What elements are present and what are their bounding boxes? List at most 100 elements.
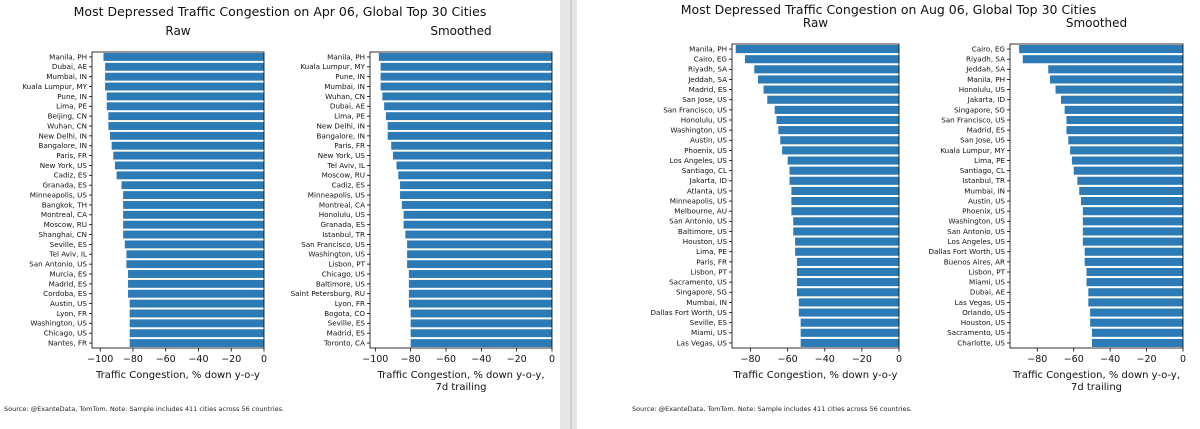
category-label: Toronto, CA: [323, 338, 365, 347]
bar: [796, 267, 899, 277]
bar: [796, 257, 899, 266]
x-tick-label: −80: [1027, 354, 1047, 365]
category-label: Granada, ES: [320, 220, 365, 229]
category-label: Austin, US: [968, 196, 1005, 205]
bar: [126, 260, 265, 269]
bar: [1082, 237, 1183, 246]
bar: [378, 52, 552, 61]
bar: [116, 171, 264, 180]
bar: [105, 72, 264, 81]
category-label: Madrid, ES: [49, 279, 88, 288]
category-label: Istanbul, TR: [322, 230, 365, 239]
bar: [793, 217, 899, 226]
category-label: Bangalore, IN: [316, 131, 365, 140]
bar: [795, 237, 899, 246]
category-label: Santiago, CL: [960, 166, 1005, 175]
x-tick-label: 0: [1180, 354, 1186, 365]
category-label: Lyon, FR: [57, 309, 87, 318]
x-tick-label: −40: [471, 354, 491, 365]
x-tick-label: −100: [87, 354, 113, 365]
bar: [408, 299, 552, 308]
x-axis-label: Traffic Congestion, % down y-o-y,: [376, 370, 544, 381]
category-label: Istanbul, TR: [962, 176, 1005, 185]
bar: [1088, 298, 1183, 307]
bar: [410, 309, 552, 318]
category-label: Seville, ES: [328, 319, 366, 328]
screenshot-divider: [560, 0, 577, 429]
x-tick-label: −40: [1100, 354, 1120, 365]
category-label: Mumbai, IN: [324, 82, 365, 91]
bar: [410, 319, 552, 328]
category-label: Las Vegas, US: [955, 298, 1006, 307]
bar: [129, 299, 264, 308]
category-label: Lima, PE: [696, 247, 727, 256]
bar: [791, 197, 899, 206]
bar: [1079, 186, 1183, 195]
category-label: Shanghai, CN: [38, 230, 87, 239]
bar: [1073, 166, 1183, 175]
bar: [735, 45, 899, 54]
category-label: Charlotte, US: [957, 338, 1005, 347]
category-label: Kuala Lumpur, MY: [300, 62, 365, 71]
bar: [1086, 267, 1183, 277]
category-label: Wuhan, CN: [47, 121, 87, 130]
category-label: Sacramento, US: [947, 328, 1005, 337]
bar: [791, 186, 899, 195]
x-tick-label: −20: [507, 354, 527, 365]
bar: [789, 176, 899, 185]
category-label: San Antonio, US: [29, 260, 87, 269]
category-label: Riyadh, SA: [966, 55, 1005, 64]
bar: [113, 151, 265, 160]
bar: [408, 279, 552, 288]
category-label: Minneapolis, US: [30, 190, 88, 199]
bar: [385, 112, 552, 121]
bar: [780, 136, 899, 145]
x-tick-label: 0: [896, 354, 902, 365]
category-label: Riyadh, SA: [688, 65, 727, 74]
category-label: Miami, US: [691, 328, 727, 337]
bar: [123, 191, 264, 200]
category-label: Madrid, ES: [327, 329, 366, 338]
bar: [1064, 105, 1183, 114]
category-label: San Antonio, US: [947, 227, 1005, 236]
category-label: Tel Aviv, IL: [326, 161, 365, 170]
bar: [1048, 65, 1183, 74]
category-label: Cadiz, ES: [332, 181, 366, 190]
bar: [1082, 207, 1183, 216]
category-label: New York, US: [40, 161, 88, 170]
bar: [108, 112, 264, 121]
category-label: Bangkok, TH: [42, 200, 87, 209]
category-label: Granada, ES: [42, 181, 87, 190]
category-label: Manila, PH: [327, 52, 365, 61]
bar: [392, 151, 552, 160]
bar: [128, 270, 264, 278]
bar: [384, 102, 552, 111]
chart-title: Raw: [803, 16, 828, 30]
category-label: San Francisco, US: [663, 105, 727, 114]
category-label: Pune, IN: [335, 72, 365, 81]
bar: [106, 102, 264, 111]
bar: [796, 288, 899, 297]
x-axis-label: Traffic Congestion, % down y-o-y,: [1012, 370, 1180, 381]
bar: [774, 105, 899, 114]
category-label: New Delhi, IN: [316, 121, 365, 130]
category-label: Washington, US: [948, 217, 1005, 226]
bar: [798, 298, 899, 307]
category-label: Minneapolis, US: [670, 196, 728, 205]
category-label: Honolulu, US: [319, 210, 366, 219]
bar: [410, 329, 552, 338]
category-label: Honolulu, US: [681, 115, 728, 124]
category-label: San Jose, US: [960, 136, 1005, 145]
x-tick-label: −80: [123, 354, 143, 365]
bar: [1084, 257, 1183, 266]
bar: [1019, 45, 1183, 54]
bar: [800, 338, 899, 347]
bar: [789, 166, 899, 175]
bar: [782, 146, 899, 155]
category-label: Houston, US: [683, 237, 728, 246]
category-label: Jeddah, SA: [687, 75, 727, 84]
category-label: Pune, IN: [57, 92, 87, 101]
bar: [1070, 146, 1183, 155]
